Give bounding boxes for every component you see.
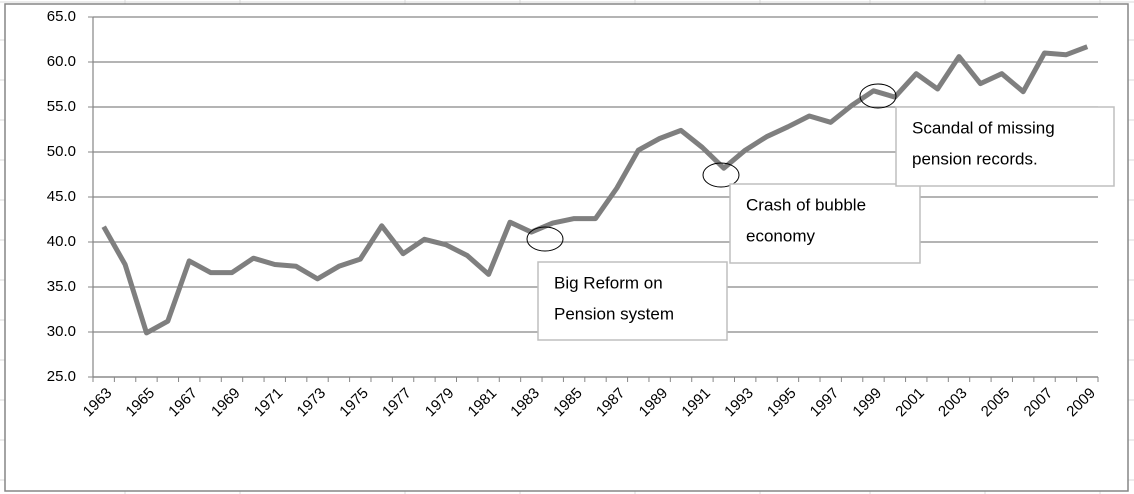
- y-tick-label: 60.0: [47, 53, 76, 70]
- data-line: [101, 44, 1089, 336]
- highlight-circle: [526, 226, 564, 252]
- annotation-text: Crash of bubble: [746, 195, 866, 214]
- y-tick-label: 40.0: [47, 233, 76, 250]
- annotation-text: economy: [746, 226, 815, 245]
- annotation-text: pension records.: [912, 149, 1038, 168]
- y-tick-label: 45.0: [47, 188, 76, 205]
- annotation-box: [537, 261, 728, 341]
- annotation-box: [729, 183, 921, 264]
- y-tick-label: 55.0: [47, 98, 76, 115]
- y-tick-label: 25.0: [47, 368, 76, 385]
- y-tick-label: 30.0: [47, 323, 76, 340]
- highlight-circle: [702, 162, 740, 188]
- annotation-text: Big Reform on: [554, 273, 663, 292]
- annotation-text: Pension system: [554, 304, 674, 323]
- annotation-box: [895, 106, 1115, 187]
- y-tick-label: 35.0: [47, 278, 76, 295]
- y-tick-label: 65.0: [47, 8, 76, 25]
- annotation-text: Scandal of missing: [912, 118, 1055, 137]
- y-tick-label: 50.0: [47, 143, 76, 160]
- highlight-circle: [859, 83, 897, 109]
- chart-area: [4, 3, 1129, 492]
